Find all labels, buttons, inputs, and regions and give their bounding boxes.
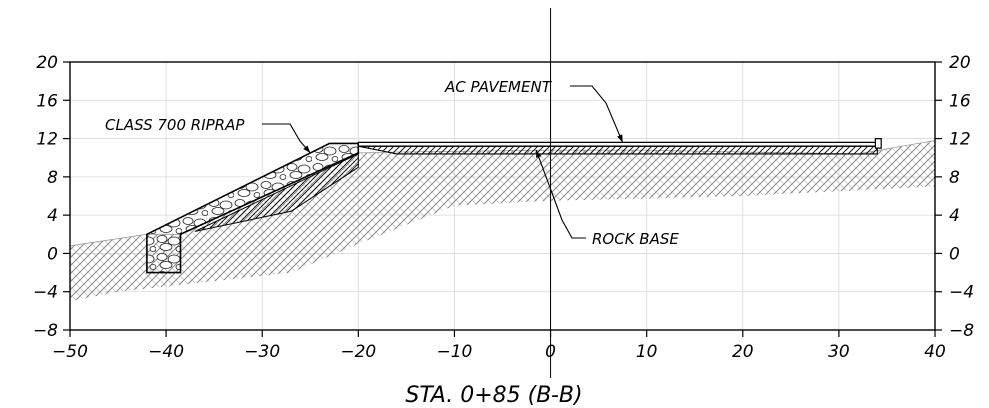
annotation-label: AC PAVEMENT — [444, 78, 553, 96]
y-tick-label-right: 4 — [949, 206, 960, 226]
riprap-bedding — [194, 153, 359, 232]
roadway-layers — [357, 138, 882, 155]
y-tick-label-left: 16 — [36, 91, 58, 111]
y-tick-label-right: −8 — [949, 321, 974, 341]
y-axis-ticks-left: 20 16 12 8 4 0 −4 −8 — [33, 53, 70, 341]
ground-soil — [70, 140, 935, 302]
ac-pavement-layer — [357, 141, 878, 147]
annotation-label: CLASS 700 RIPRAP — [105, 116, 245, 134]
y-tick-label-right: 12 — [949, 130, 971, 150]
annotation-label: ROCK BASE — [592, 230, 679, 248]
annotation-leader — [570, 85, 624, 143]
y-tick-label-left: 8 — [47, 168, 58, 188]
y-tick-label-left: −8 — [33, 321, 58, 341]
y-tick-label-left: 0 — [47, 244, 58, 264]
plot-frame — [69, 61, 936, 331]
x-tick-label: −10 — [436, 342, 472, 362]
curb — [874, 138, 882, 149]
x-tick-label: −30 — [244, 342, 280, 362]
y-tick-label-left: 12 — [36, 130, 58, 150]
x-axis-ticks: −50 −40 −30 −20 −10 0 10 20 30 40 — [52, 330, 946, 362]
annotation-arrow — [617, 134, 623, 143]
annotation-leader — [535, 149, 586, 239]
annotation-arrow — [303, 145, 311, 153]
section-title: STA. 0+85 (B-B) — [405, 383, 582, 408]
y-axis-ticks-right: 20 16 12 8 4 0 −4 −8 — [935, 53, 974, 341]
x-tick-label: 30 — [828, 342, 850, 362]
x-tick-label: 10 — [636, 342, 658, 362]
annotation-leader — [262, 123, 311, 154]
x-tick-label: −20 — [340, 342, 376, 362]
y-tick-label-left: −4 — [33, 283, 58, 303]
x-tick-label: −40 — [148, 342, 184, 362]
y-tick-label-right: 0 — [949, 244, 960, 264]
x-tick-label: 20 — [732, 342, 754, 362]
x-tick-label: −50 — [52, 342, 88, 362]
rock-base-layer — [358, 145, 878, 155]
y-tick-label-right: −4 — [949, 283, 974, 303]
x-tick-label: 0 — [545, 342, 556, 362]
y-tick-label-right: 16 — [949, 91, 971, 111]
x-tick-label: 40 — [924, 342, 946, 362]
y-tick-label-left: 4 — [47, 206, 58, 226]
riprap-fill — [146, 142, 360, 274]
riprap-layer — [146, 142, 360, 274]
annotations: AC PAVEMENT CLASS 700 RIPRAP ROCK BASE — [105, 78, 679, 248]
y-tick-label-right: 8 — [949, 168, 960, 188]
annotation-arrow — [536, 150, 542, 159]
y-tick-label-left: 20 — [36, 53, 58, 73]
y-tick-label-right: 20 — [949, 53, 971, 73]
